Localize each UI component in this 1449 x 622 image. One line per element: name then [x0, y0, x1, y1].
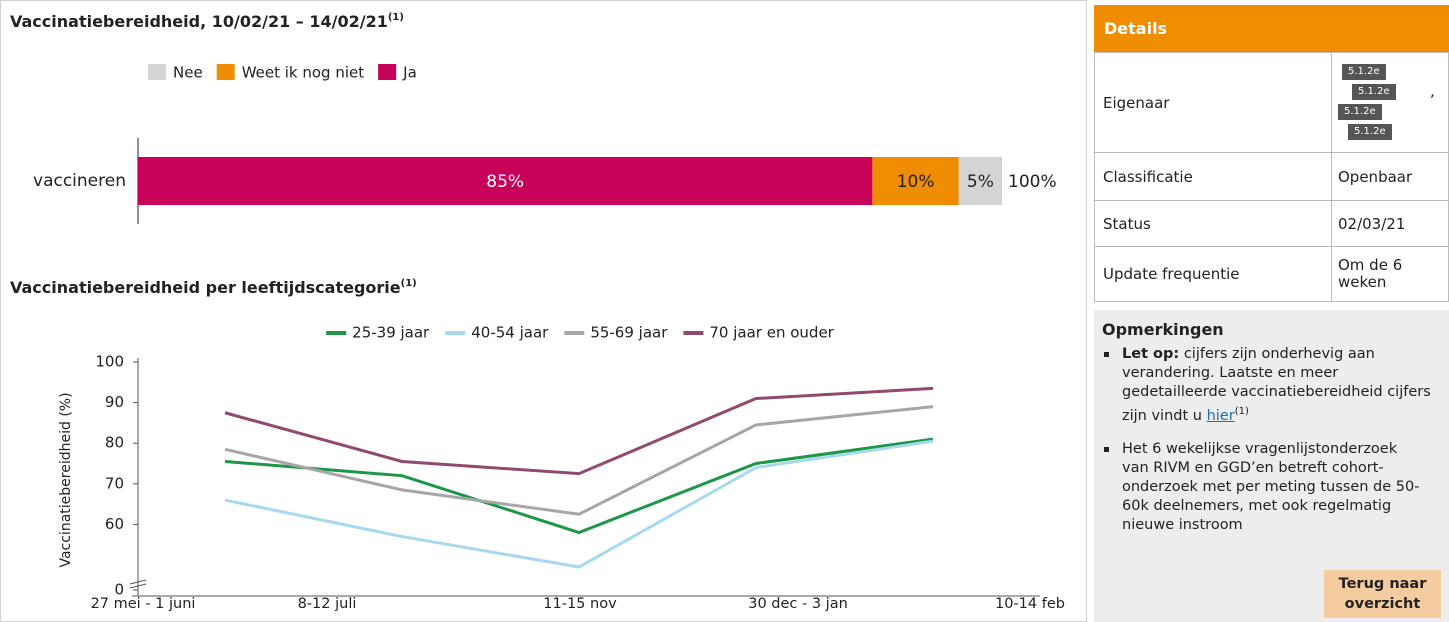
x-tick-label: 11-15 nov: [543, 596, 617, 612]
y-tick-label: 60: [105, 515, 124, 533]
legend-label: 70 jaar en ouder: [709, 324, 834, 342]
redaction-suffix: ,: [1430, 81, 1435, 100]
y-tick-label: 100: [95, 353, 124, 371]
title-text: Vaccinatiebereidheid, 10/02/21 – 14/02/2…: [10, 12, 388, 31]
chart-frame: [0, 0, 1087, 622]
legend-swatch: [378, 64, 397, 80]
details-row: Classificatie Openbaar: [1094, 152, 1449, 201]
row-label: Status: [1094, 200, 1332, 247]
chart-title: Vaccinatiebereidheid, 10/02/21 – 14/02/2…: [10, 12, 404, 31]
row-label: Eigenaar: [1094, 52, 1332, 153]
bar-segment: [958, 157, 1002, 205]
row-value: Om de 6 weken: [1331, 246, 1449, 302]
details-row: Eigenaar 5.1.2e 5.1.2e , 5.1.2e 5.1.2e: [1094, 52, 1449, 153]
y-tick-label: 80: [105, 434, 124, 452]
title-note: (1): [401, 278, 417, 289]
remark: Het 6 wekelijkse vragenlijstonderzoek va…: [1104, 440, 1422, 535]
details-row: Status 02/03/21: [1094, 200, 1449, 247]
details-table: Eigenaar 5.1.2e 5.1.2e , 5.1.2e 5.1.2e C…: [1094, 52, 1449, 302]
legend-label: 25-39 jaar: [352, 324, 430, 342]
x-tick-label: 30 dec - 3 jan: [748, 596, 848, 612]
row-value: 5.1.2e 5.1.2e , 5.1.2e 5.1.2e: [1331, 52, 1449, 153]
series-line: [224, 439, 934, 569]
title-text: Vaccinatiebereidheid per leeftijdscatego…: [10, 278, 401, 297]
remarks-list: Let op: cijfers zijn onderhevig aan vera…: [1094, 345, 1449, 535]
legend-label: Ja: [402, 64, 417, 82]
legend-swatch: [216, 64, 235, 80]
remark-text: Het 6 wekelijkse vragenlijstonderzoek va…: [1122, 440, 1420, 533]
value-label: 10%: [897, 172, 935, 192]
y-tick-label: 70: [105, 474, 124, 492]
y-tick-label: 0: [114, 581, 124, 599]
redaction: 5.1.2e: [1342, 63, 1386, 80]
row-value: 02/03/21: [1331, 200, 1449, 247]
remarks-title: Opmerkingen: [1102, 320, 1224, 339]
bar-segment: [138, 157, 873, 205]
x-tick-label: 27 mei - 1 juni: [91, 596, 196, 612]
row-value: Openbaar: [1331, 152, 1449, 201]
series-line: [224, 405, 934, 516]
remarks: Opmerkingen Let op: cijfers zijn onderhe…: [1094, 310, 1449, 622]
redaction: 5.1.2e: [1338, 103, 1382, 120]
legend-swatch: [148, 64, 166, 80]
legend-label: Nee: [173, 64, 203, 82]
remark-link[interactable]: hier: [1206, 407, 1235, 424]
charts: Vaccinatiebereidheid, 10/02/21 – 14/02/2…: [0, 0, 1087, 622]
details-panel: Details Eigenaar 5.1.2e 5.1.2e , 5.1.2e …: [1094, 5, 1449, 622]
value-label: 5%: [967, 172, 994, 192]
legend-label: 55-69 jaar: [590, 324, 668, 342]
remark-bold: Let op:: [1122, 346, 1180, 362]
category-label: vaccineren: [33, 171, 126, 191]
x-tick-label: 10-14 feb: [995, 596, 1065, 612]
details-row: Update frequentie Om de 6 weken: [1094, 246, 1449, 302]
row-label: Classificatie: [1094, 152, 1332, 201]
bar-segment: [872, 157, 959, 205]
legend-label: 40-54 jaar: [471, 324, 549, 342]
back-button[interactable]: Terug naar overzicht: [1324, 570, 1441, 618]
remark-note: (1): [1234, 406, 1249, 417]
total-label: 100%: [1008, 172, 1057, 192]
remark-text: cijfers zijn onderhevig aan verandering.…: [1122, 346, 1431, 424]
series-line: [224, 386, 934, 476]
series-line: [224, 437, 934, 535]
x-tick-label: 8-12 juli: [298, 596, 357, 612]
title-note: (1): [388, 12, 404, 23]
y-tick-label: 90: [105, 393, 124, 411]
y-axis-label: Vaccinatiebereidheid (%): [58, 392, 74, 567]
axis-break: [129, 583, 147, 589]
legend: 25-39 jaar 40-54 jaar 55-69 jaar 70 jaar en…: [326, 324, 835, 342]
row-label: Update frequentie: [1094, 246, 1332, 302]
axis-break: [129, 579, 147, 585]
redaction: 5.1.2e: [1348, 123, 1392, 140]
redaction: 5.1.2e: [1352, 83, 1396, 100]
chart-title: Vaccinatiebereidheid per leeftijdscatego…: [10, 278, 417, 297]
legend-label: Weet ik nog niet: [242, 64, 365, 82]
remark: Let op: cijfers zijn onderhevig aan vera…: [1104, 345, 1445, 426]
value-label: 85%: [486, 172, 524, 192]
details-title: Details: [1094, 5, 1449, 52]
